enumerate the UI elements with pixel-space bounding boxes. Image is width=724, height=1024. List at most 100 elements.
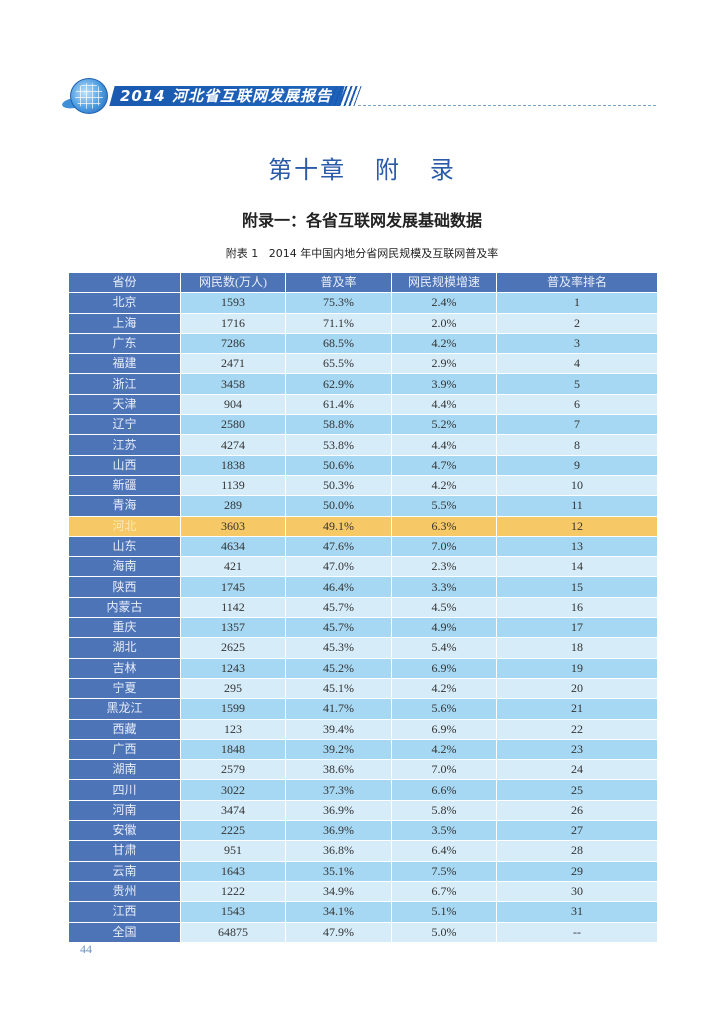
cell-rate: 45.2%: [285, 657, 392, 679]
table-row: 广东 7286 68.5% 4.2% 3: [68, 332, 658, 355]
cell-rank: 21: [496, 698, 658, 720]
cell-users: 3474: [180, 799, 286, 822]
table-row: 新疆 1139 50.3% 4.2% 10: [68, 474, 658, 497]
cell-province: 辽宁: [68, 414, 181, 436]
cell-province: 云南: [68, 860, 181, 882]
cell-rank: 18: [496, 637, 658, 659]
cell-rank: 20: [496, 677, 658, 700]
cell-growth: 5.8%: [391, 799, 497, 822]
table-caption: 附表 1 2014 年中国内地分省网民规模及互联网普及率: [225, 247, 499, 260]
cell-rate: 65.5%: [285, 353, 392, 375]
table-row: 河北 3603 49.1% 6.3% 12: [68, 515, 658, 537]
table-body: 北京 1593 75.3% 2.4% 1 上海 1716 71.1% 2.0% 2 广东 7286 68…: [68, 292, 658, 943]
cell-province: 青海: [68, 495, 181, 517]
page-number: 44: [80, 942, 92, 956]
col-header-growth: 网民规模增速: [391, 271, 497, 294]
cell-province: 吉林: [68, 657, 181, 679]
table-row: 宁夏 295 45.1% 4.2% 20: [68, 677, 658, 700]
table-row: 四川 3022 37.3% 6.6% 25: [68, 779, 658, 801]
cell-province: 甘肃: [68, 840, 181, 862]
cell-rank: 23: [496, 738, 658, 761]
cell-province: 江苏: [68, 434, 181, 456]
cell-growth: 6.7%: [391, 880, 497, 903]
table-row: 江西 1543 34.1% 5.1% 31: [68, 901, 658, 923]
cell-users: 2225: [180, 820, 286, 842]
cell-province: 江西: [68, 901, 181, 923]
cell-users: 1593: [180, 292, 286, 314]
cell-rank: 12: [496, 515, 658, 537]
cell-users: 3458: [180, 373, 286, 395]
cell-rank: 25: [496, 779, 658, 801]
report-header: 2014 河北省互联网发展报告: [61, 76, 662, 116]
cell-growth: 7.0%: [391, 535, 497, 558]
col-header-users: 网民数(万人): [180, 271, 286, 294]
cell-province: 海南: [68, 556, 181, 578]
cell-rate: 50.6%: [285, 454, 392, 476]
cell-growth: 4.5%: [391, 596, 497, 619]
cell-growth: 4.2%: [391, 474, 497, 497]
cell-growth: 6.9%: [391, 657, 497, 679]
col-header-rank: 普及率排名: [496, 271, 658, 294]
table-row: 湖南 2579 38.6% 7.0% 24: [68, 759, 658, 781]
cell-province: 广西: [68, 738, 181, 761]
cell-rank: 8: [496, 434, 658, 456]
cell-rate: 49.1%: [285, 515, 392, 537]
table-row: 河南 3474 36.9% 5.8% 26: [68, 799, 658, 822]
cell-rate: 47.0%: [285, 556, 392, 578]
cell-users: 1243: [180, 657, 286, 679]
table-row: 青海 289 50.0% 5.5% 11: [68, 495, 658, 517]
cell-growth: 6.6%: [391, 779, 497, 801]
cell-growth: 5.1%: [391, 901, 497, 923]
table-row: 陕西 1745 46.4% 3.3% 15: [68, 576, 658, 598]
cell-users: 1543: [180, 901, 286, 923]
cell-province: 福建: [68, 353, 181, 375]
cell-rank: 4: [496, 353, 658, 375]
cell-rank: 3: [496, 332, 658, 355]
cell-rate: 38.6%: [285, 759, 392, 781]
cell-rate: 47.6%: [285, 535, 392, 558]
cell-province: 四川: [68, 779, 181, 801]
cell-growth: 3.5%: [391, 820, 497, 842]
cell-growth: 4.2%: [391, 738, 497, 761]
cell-growth: 5.4%: [391, 637, 497, 659]
cell-users: 1643: [180, 860, 286, 882]
cell-users: 289: [180, 495, 286, 517]
stripes-decoration: [328, 86, 362, 106]
cell-rate: 45.7%: [285, 617, 392, 639]
table-row: 广西 1848 39.2% 4.2% 23: [68, 738, 658, 761]
cell-province: 贵州: [68, 880, 181, 903]
cell-province: 河南: [68, 799, 181, 822]
cell-rate: 68.5%: [285, 332, 392, 355]
cell-rank: 13: [496, 535, 658, 558]
cell-rate: 36.9%: [285, 820, 392, 842]
cell-rank: 7: [496, 414, 658, 436]
cell-rank: 22: [496, 718, 658, 740]
cell-users: 3022: [180, 779, 286, 801]
cell-rank: 28: [496, 840, 658, 862]
cell-rank: 6: [496, 393, 658, 416]
cell-users: 1142: [180, 596, 286, 619]
cell-province: 广东: [68, 332, 181, 355]
cell-rank: 5: [496, 373, 658, 395]
cell-province: 湖北: [68, 637, 181, 659]
section-title: 附录一：各省互联网发展基础数据: [241, 211, 482, 230]
cell-rank: 15: [496, 576, 658, 598]
col-header-rate: 普及率: [285, 271, 392, 294]
cell-users: 7286: [180, 332, 286, 355]
cell-growth: 5.5%: [391, 495, 497, 517]
cell-rank: 16: [496, 596, 658, 619]
table-header-row: 省份 网民数(万人) 普及率 网民规模增速 普及率排名: [68, 271, 658, 294]
cell-rate: 45.7%: [285, 596, 392, 619]
cell-province: 浙江: [68, 373, 181, 395]
cell-users: 2580: [180, 414, 286, 436]
table-row: 甘肃 951 36.8% 6.4% 28: [68, 840, 658, 862]
cell-province: 内蒙古: [68, 596, 181, 619]
table-row: 云南 1643 35.1% 7.5% 29: [68, 860, 658, 882]
cell-rank: 27: [496, 820, 658, 842]
cell-rate: 45.1%: [285, 677, 392, 700]
cell-growth: 2.9%: [391, 353, 497, 375]
cell-province: 上海: [68, 312, 181, 334]
table-row: 山东 4634 47.6% 7.0% 13: [68, 535, 658, 558]
header-divider: [358, 105, 656, 106]
cell-rank: 2: [496, 312, 658, 334]
